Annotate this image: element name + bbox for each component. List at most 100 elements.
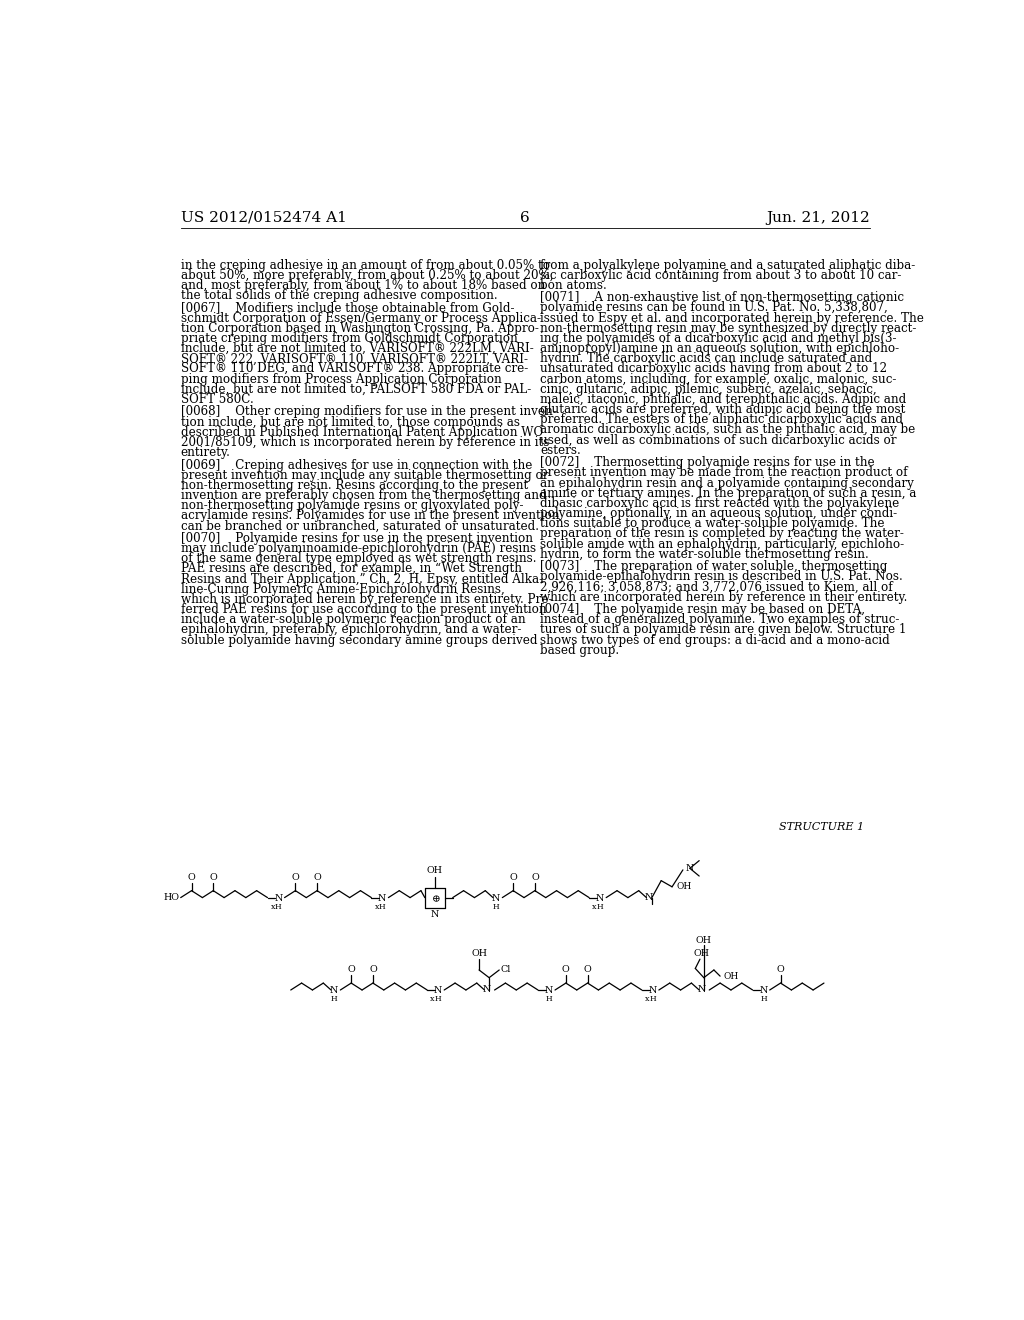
Text: polyamide-epihalohydrin resin is described in U.S. Pat. Nos.: polyamide-epihalohydrin resin is describ… <box>541 570 903 583</box>
Text: N: N <box>378 894 386 903</box>
Text: polyamide resins can be found in U.S. Pat. No. 5,338,807,: polyamide resins can be found in U.S. Pa… <box>541 301 888 314</box>
Text: carbon atoms, including, for example, oxalic, malonic, suc-: carbon atoms, including, for example, ox… <box>541 372 897 385</box>
Text: O: O <box>209 873 217 882</box>
Text: O: O <box>292 873 299 882</box>
Text: preparation of the resin is completed by reacting the water-: preparation of the resin is completed by… <box>541 528 904 540</box>
Text: may include polyaminoamide-epichlorohydrin (PAE) resins: may include polyaminoamide-epichlorohydr… <box>180 543 536 556</box>
Text: non-thermosetting resin may be synthesized by directly react-: non-thermosetting resin may be synthesiz… <box>541 322 916 335</box>
Text: glutaric acids are preferred, with adipic acid being the most: glutaric acids are preferred, with adipi… <box>541 403 905 416</box>
Text: HO: HO <box>163 894 179 902</box>
Text: H: H <box>379 903 385 911</box>
Text: O: O <box>187 873 196 882</box>
Text: H: H <box>331 995 338 1003</box>
Text: include, but are not limited to, VARISOFT® 222LM, VARI-: include, but are not limited to, VARISOF… <box>180 342 534 355</box>
Text: of the same general type employed as wet strength resins.: of the same general type employed as wet… <box>180 552 537 565</box>
Text: unsaturated dicarboxylic acids having from about 2 to 12: unsaturated dicarboxylic acids having fr… <box>541 363 888 375</box>
Text: instead of a generalized polyamine. Two examples of struc-: instead of a generalized polyamine. Two … <box>541 614 900 626</box>
Text: preferred. The esters of the aliphatic dicarboxylic acids and: preferred. The esters of the aliphatic d… <box>541 413 903 426</box>
Text: entirety.: entirety. <box>180 446 230 459</box>
Text: tions suitable to produce a water-soluble polyamide. The: tions suitable to produce a water-solubl… <box>541 517 885 531</box>
Text: PAE resins are described, for example, in “Wet Strength: PAE resins are described, for example, i… <box>180 562 521 576</box>
Text: tures of such a polyamide resin are given below. Structure 1: tures of such a polyamide resin are give… <box>541 623 907 636</box>
Text: schmidt Corporation of Essen/Germany or Process Applica-: schmidt Corporation of Essen/Germany or … <box>180 312 541 325</box>
Text: [0069]    Creping adhesives for use in connection with the: [0069] Creping adhesives for use in conn… <box>180 458 532 471</box>
Text: [0074]    The polyamide resin may be based on DETA,: [0074] The polyamide resin may be based … <box>541 603 865 616</box>
Text: about 50%, more preferably, from about 0.25% to about 20%,: about 50%, more preferably, from about 0… <box>180 269 553 281</box>
Text: dibasic carboxylic acid is first reacted with the polyakylene: dibasic carboxylic acid is first reacted… <box>541 496 899 510</box>
Text: US 2012/0152474 A1: US 2012/0152474 A1 <box>180 211 346 224</box>
Text: [0073]    The preparation of water soluble, thermosetting: [0073] The preparation of water soluble,… <box>541 560 888 573</box>
Text: O: O <box>562 965 569 974</box>
Text: an epihalohydrin resin and a polyamide containing secondary: an epihalohydrin resin and a polyamide c… <box>541 477 914 490</box>
Text: described in Published International Patent Application WO: described in Published International Pat… <box>180 426 543 438</box>
Text: N: N <box>330 986 338 995</box>
Text: 6: 6 <box>520 211 529 224</box>
Text: O: O <box>776 965 784 974</box>
Text: which is incorporated herein by reference in its entirety. Pre-: which is incorporated herein by referenc… <box>180 593 552 606</box>
Text: aminopropyl)amine in an aqueous solution, with epichloho-: aminopropyl)amine in an aqueous solution… <box>541 342 899 355</box>
Text: O: O <box>509 873 517 882</box>
Text: bon atoms.: bon atoms. <box>541 279 607 292</box>
Text: Jun. 21, 2012: Jun. 21, 2012 <box>767 211 870 224</box>
Text: hydrin. The carboxylic acids can include saturated and: hydrin. The carboxylic acids can include… <box>541 352 872 366</box>
Text: [0071]    A non-exhaustive list of non-thermosetting cationic: [0071] A non-exhaustive list of non-ther… <box>541 292 904 305</box>
Text: aromatic dicarboxylic acids, such as the phthalic acid, may be: aromatic dicarboxylic acids, such as the… <box>541 424 915 437</box>
Text: in the creping adhesive in an amount of from about 0.05% to: in the creping adhesive in an amount of … <box>180 259 550 272</box>
Text: soluble polyamide having secondary amine groups derived: soluble polyamide having secondary amine… <box>180 634 538 647</box>
Text: [0070]    Polyamide resins for use in the present invention: [0070] Polyamide resins for use in the p… <box>180 532 532 545</box>
Text: ⊕: ⊕ <box>432 895 440 904</box>
Text: Cl: Cl <box>501 965 511 974</box>
Text: [0068]    Other creping modifiers for use in the present inven-: [0068] Other creping modifiers for use i… <box>180 405 556 418</box>
Text: H: H <box>275 903 282 911</box>
Text: priate creping modifiers from Goldschmidt Corporation: priate creping modifiers from Goldschmid… <box>180 331 517 345</box>
Text: from a polyalkylene polyamine and a saturated aliphatic diba-: from a polyalkylene polyamine and a satu… <box>541 259 915 272</box>
Text: maleic, itaconic, phthalic, and terephthalic acids. Adipic and: maleic, itaconic, phthalic, and terephth… <box>541 393 906 407</box>
Text: ing the polyamides of a dicarboxylic acid and methyl bis(3-: ing the polyamides of a dicarboxylic aci… <box>541 331 897 345</box>
Text: tion Corporation based in Washington Crossing, Pa. Appro-: tion Corporation based in Washington Cro… <box>180 322 539 335</box>
Text: OH: OH <box>471 949 487 957</box>
Text: H: H <box>649 995 656 1003</box>
Text: non-thermosetting resin. Resins according to the present: non-thermosetting resin. Resins accordin… <box>180 479 528 492</box>
Text: shows two types of end groups: a di-acid and a mono-acid: shows two types of end groups: a di-acid… <box>541 634 890 647</box>
Text: N: N <box>685 863 693 873</box>
Text: N: N <box>760 986 768 995</box>
Text: OH: OH <box>696 936 712 945</box>
Text: SOFT 580C.: SOFT 580C. <box>180 393 254 407</box>
Text: hydrin, to form the water-soluble thermosetting resin.: hydrin, to form the water-soluble thermo… <box>541 548 869 561</box>
Text: [0072]    Thermosetting polyamide resins for use in the: [0072] Thermosetting polyamide resins fo… <box>541 457 874 469</box>
Text: N: N <box>697 986 706 994</box>
Text: used, as well as combinations of such dicarboxylic acids or: used, as well as combinations of such di… <box>541 433 897 446</box>
Text: esters.: esters. <box>541 444 581 457</box>
Text: O: O <box>369 965 377 974</box>
Text: H: H <box>597 903 603 911</box>
Text: amine or tertiary amines. In the preparation of such a resin, a: amine or tertiary amines. In the prepara… <box>541 487 916 500</box>
Text: polyamine, optionally, in an aqueous solution, under condi-: polyamine, optionally, in an aqueous sol… <box>541 507 897 520</box>
Text: ping modifiers from Process Application Corporation: ping modifiers from Process Application … <box>180 372 502 385</box>
Text: OH: OH <box>693 949 710 957</box>
Text: SOFT® 222, VARISOFT® 110, VARISOFT® 222LT, VARI-: SOFT® 222, VARISOFT® 110, VARISOFT® 222L… <box>180 352 527 366</box>
Text: issued to Espy et al. and incorporated herein by reference. The: issued to Espy et al. and incorporated h… <box>541 312 925 325</box>
Text: N: N <box>596 894 604 903</box>
Text: invention are preferably chosen from the thermosetting and: invention are preferably chosen from the… <box>180 488 547 502</box>
Text: acrylamide resins. Polyamides for use in the present invention: acrylamide resins. Polyamides for use in… <box>180 510 559 523</box>
Text: cinic, glutaric, adipic, pilemic, suberic, azelaic, sebacic,: cinic, glutaric, adipic, pilemic, suberi… <box>541 383 877 396</box>
Text: x: x <box>645 995 649 1003</box>
Text: which are incorporated herein by reference in their entirety.: which are incorporated herein by referen… <box>541 590 907 603</box>
Text: non-thermosetting polyamide resins or glyoxylated poly-: non-thermosetting polyamide resins or gl… <box>180 499 523 512</box>
Text: x: x <box>592 903 597 911</box>
Text: 2001/85109, which is incorporated herein by reference in its: 2001/85109, which is incorporated herein… <box>180 436 549 449</box>
Text: N: N <box>492 894 501 903</box>
Text: x: x <box>270 903 275 911</box>
Text: N: N <box>434 986 442 995</box>
Text: H: H <box>434 995 441 1003</box>
Text: 2,926,116; 3,058,873; and 3,772,076 issued to Kiem, all of: 2,926,116; 3,058,873; and 3,772,076 issu… <box>541 581 893 594</box>
Text: N: N <box>645 894 653 902</box>
Text: STRUCTURE 1: STRUCTURE 1 <box>779 822 864 832</box>
Text: N: N <box>431 909 439 919</box>
Text: N: N <box>274 894 283 903</box>
Text: the total solids of the creping adhesive composition.: the total solids of the creping adhesive… <box>180 289 498 302</box>
Text: tion include, but are not limited to, those compounds as: tion include, but are not limited to, th… <box>180 416 520 429</box>
Text: H: H <box>493 903 500 911</box>
Text: O: O <box>313 873 321 882</box>
Text: present invention may be made from the reaction product of: present invention may be made from the r… <box>541 466 908 479</box>
